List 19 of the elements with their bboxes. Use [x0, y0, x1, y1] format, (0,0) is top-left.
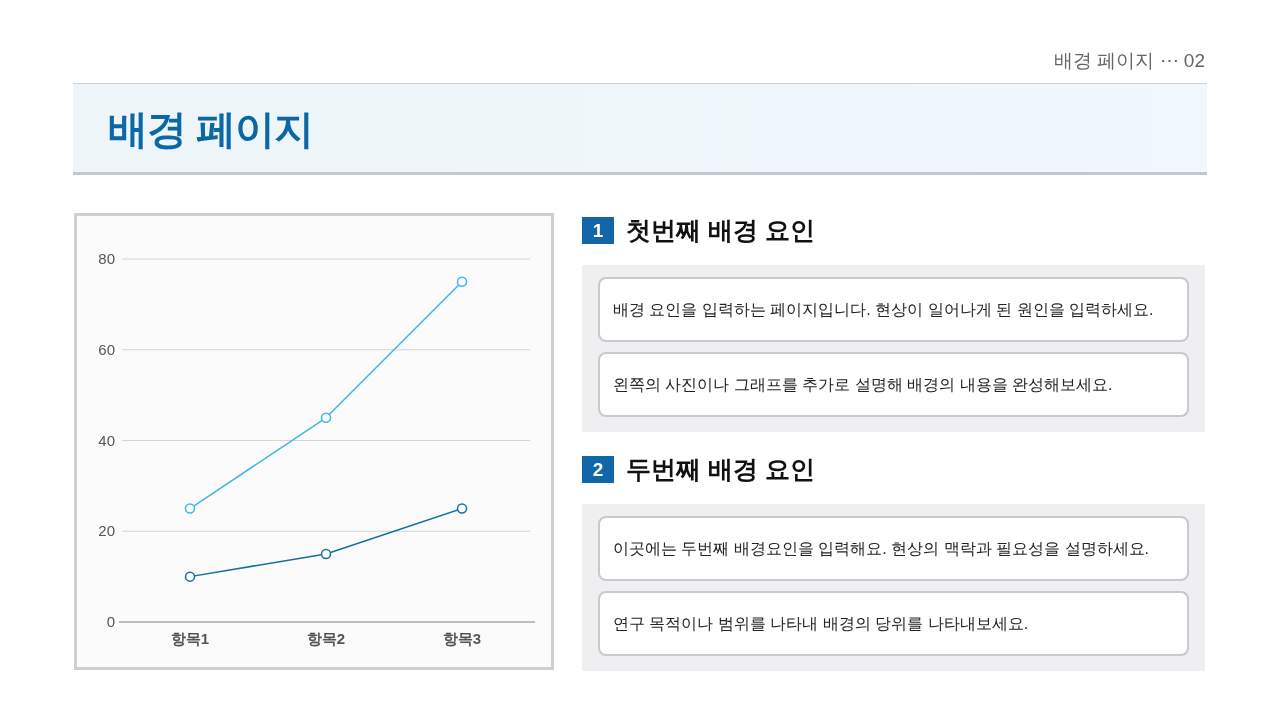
- section-number: 2: [582, 456, 614, 483]
- y-tick-label: 80: [98, 250, 115, 267]
- y-tick-label: 0: [106, 613, 115, 630]
- y-tick-label: 40: [98, 431, 115, 449]
- text: 배경 요인을 입력하는 페이지입니다. 현상이 일어나게 된 원인을 입력하세요.: [613, 300, 1154, 320]
- text: 이곳에는 두번째 배경요인을 입력해요. 현상의 맥락과 필요성을 설명하세요.: [613, 539, 1149, 559]
- chart-panel: 0 20 40 60 80 항목1 항목2 항목3: [74, 213, 554, 670]
- text: 연구 목적이나 범위를 나타내 배경의 당위를 나타내보세요.: [613, 614, 1029, 634]
- page-tag: 배경 페이지 ⋯ 02: [1054, 48, 1205, 74]
- section-heading: 두번째 배경 요인: [626, 454, 815, 484]
- x-tick-label: 항목1: [170, 630, 210, 647]
- text: 왼쪽의 사진이나 그래프를 추가로 설명해 배경의 내용을 완성해보세요.: [613, 375, 1113, 395]
- x-tick-label: 항목3: [442, 630, 482, 647]
- x-tick-label: 항목2: [306, 630, 346, 647]
- title: 배경 페이지: [108, 106, 314, 153]
- y-tick-label: 60: [98, 340, 115, 358]
- section-heading: 첫번째 배경 요인: [626, 215, 815, 245]
- section-number: 1: [582, 217, 614, 244]
- y-tick-label: 20: [98, 522, 115, 540]
